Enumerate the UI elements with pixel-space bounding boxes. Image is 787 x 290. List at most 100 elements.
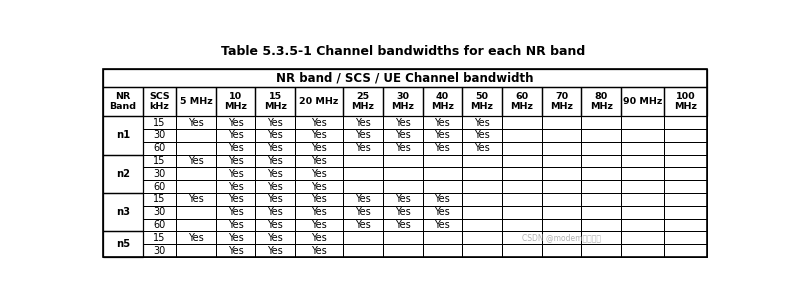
- Bar: [664, 129, 707, 142]
- Bar: [103, 69, 707, 257]
- Text: 80
MHz: 80 MHz: [589, 92, 613, 111]
- Bar: [295, 87, 343, 116]
- Text: Yes: Yes: [227, 194, 243, 204]
- Bar: [582, 155, 621, 167]
- Bar: [343, 116, 382, 129]
- Bar: [295, 116, 343, 129]
- Text: 60
MHz: 60 MHz: [510, 92, 534, 111]
- Bar: [502, 116, 541, 129]
- Bar: [176, 206, 216, 219]
- Text: Yes: Yes: [475, 130, 490, 140]
- Bar: [343, 231, 382, 244]
- Bar: [423, 167, 462, 180]
- Bar: [256, 219, 295, 231]
- Text: Yes: Yes: [355, 220, 371, 230]
- Text: 30: 30: [153, 130, 165, 140]
- Text: Yes: Yes: [268, 220, 283, 230]
- Bar: [423, 180, 462, 193]
- Text: Yes: Yes: [227, 182, 243, 192]
- Bar: [541, 180, 582, 193]
- Bar: [143, 219, 176, 231]
- Text: Yes: Yes: [312, 143, 327, 153]
- Text: 60: 60: [153, 143, 165, 153]
- Bar: [343, 193, 382, 206]
- Bar: [216, 142, 256, 155]
- Text: Yes: Yes: [434, 194, 450, 204]
- Bar: [216, 180, 256, 193]
- Text: 30: 30: [153, 207, 165, 217]
- Text: Yes: Yes: [268, 246, 283, 255]
- Text: Yes: Yes: [312, 220, 327, 230]
- Bar: [502, 219, 541, 231]
- Text: Yes: Yes: [268, 207, 283, 217]
- Bar: [295, 167, 343, 180]
- Bar: [423, 219, 462, 231]
- Bar: [502, 142, 541, 155]
- Text: Yes: Yes: [227, 246, 243, 255]
- Text: 15: 15: [153, 118, 166, 128]
- Text: Yes: Yes: [268, 156, 283, 166]
- Bar: [502, 231, 541, 244]
- Bar: [582, 116, 621, 129]
- Text: 15: 15: [153, 194, 166, 204]
- Bar: [582, 206, 621, 219]
- Bar: [502, 167, 541, 180]
- Bar: [176, 244, 216, 257]
- Text: 60: 60: [153, 182, 165, 192]
- Text: CSDN @modem协议笔记: CSDN @modem协议笔记: [523, 233, 601, 242]
- Bar: [256, 155, 295, 167]
- Text: Yes: Yes: [188, 118, 204, 128]
- Bar: [621, 167, 664, 180]
- Bar: [295, 180, 343, 193]
- Bar: [176, 116, 216, 129]
- Bar: [256, 193, 295, 206]
- Text: Yes: Yes: [395, 207, 411, 217]
- Bar: [621, 87, 664, 116]
- Text: Yes: Yes: [434, 220, 450, 230]
- Bar: [582, 244, 621, 257]
- Text: Yes: Yes: [268, 182, 283, 192]
- Text: Yes: Yes: [475, 143, 490, 153]
- Bar: [621, 116, 664, 129]
- Bar: [382, 87, 423, 116]
- Bar: [143, 193, 176, 206]
- Bar: [462, 155, 502, 167]
- Bar: [103, 193, 143, 231]
- Text: n3: n3: [116, 207, 130, 217]
- Bar: [103, 116, 143, 155]
- Bar: [176, 231, 216, 244]
- Bar: [143, 167, 176, 180]
- Bar: [143, 142, 176, 155]
- Bar: [664, 142, 707, 155]
- Bar: [621, 219, 664, 231]
- Bar: [176, 155, 216, 167]
- Bar: [621, 193, 664, 206]
- Bar: [382, 142, 423, 155]
- Bar: [462, 193, 502, 206]
- Text: Yes: Yes: [188, 233, 204, 243]
- Bar: [664, 180, 707, 193]
- Bar: [462, 206, 502, 219]
- Bar: [541, 193, 582, 206]
- Bar: [621, 142, 664, 155]
- Bar: [143, 155, 176, 167]
- Bar: [541, 129, 582, 142]
- Bar: [582, 219, 621, 231]
- Bar: [176, 129, 216, 142]
- Bar: [143, 129, 176, 142]
- Text: Yes: Yes: [395, 220, 411, 230]
- Bar: [621, 206, 664, 219]
- Text: NR band / SCS / UE Channel bandwidth: NR band / SCS / UE Channel bandwidth: [276, 72, 534, 85]
- Text: Yes: Yes: [268, 194, 283, 204]
- Bar: [143, 180, 176, 193]
- Text: NR
Band: NR Band: [109, 92, 137, 111]
- Bar: [664, 116, 707, 129]
- Bar: [103, 87, 143, 116]
- Bar: [582, 167, 621, 180]
- Bar: [382, 206, 423, 219]
- Bar: [216, 116, 256, 129]
- Bar: [295, 206, 343, 219]
- Bar: [216, 244, 256, 257]
- Bar: [216, 87, 256, 116]
- Bar: [216, 193, 256, 206]
